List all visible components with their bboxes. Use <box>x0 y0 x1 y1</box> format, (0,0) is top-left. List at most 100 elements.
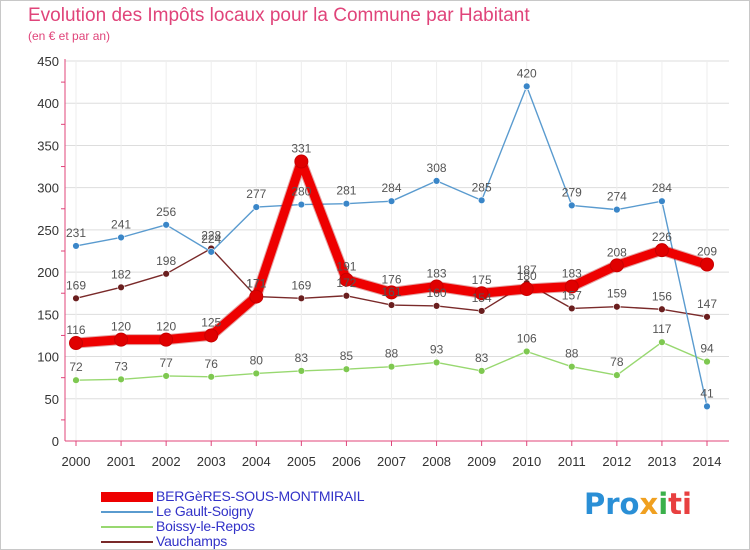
data-point <box>387 197 396 205</box>
data-label: 161 <box>381 285 401 299</box>
x-tick-label: 2011 <box>558 454 586 469</box>
data-label: 191 <box>336 260 356 274</box>
data-label: 76 <box>205 357 219 371</box>
y-tick-label: 250 <box>37 223 59 238</box>
x-tick-label: 2014 <box>693 454 722 469</box>
data-label: 280 <box>291 185 311 199</box>
data-point <box>477 196 486 205</box>
data-label: 169 <box>291 278 311 292</box>
x-tick-label: 2010 <box>512 454 541 469</box>
data-point <box>700 257 714 272</box>
data-point <box>703 313 711 321</box>
data-point <box>432 302 441 310</box>
data-point <box>249 289 264 304</box>
data-label: 175 <box>472 273 492 287</box>
data-point <box>703 357 711 366</box>
data-label: 284 <box>381 181 401 195</box>
data-label: 308 <box>427 161 447 175</box>
y-tick-label: 100 <box>37 350 59 365</box>
data-label: 77 <box>159 356 173 370</box>
data-label: 94 <box>700 342 714 356</box>
data-label: 156 <box>652 289 672 303</box>
data-point <box>162 372 170 380</box>
data-point <box>564 279 579 294</box>
data-label: 117 <box>652 322 671 336</box>
data-point <box>613 371 621 379</box>
data-label: 226 <box>652 230 672 244</box>
y-tick-label: 0 <box>52 434 59 449</box>
logo-part-ti: ti <box>668 487 692 521</box>
data-point <box>658 338 666 346</box>
data-point <box>342 365 351 373</box>
data-label: 80 <box>250 353 264 367</box>
data-label: 106 <box>517 331 537 345</box>
data-label: 159 <box>607 287 627 301</box>
data-label: 281 <box>336 184 356 198</box>
data-point <box>568 362 576 371</box>
data-point <box>658 305 666 313</box>
data-point <box>613 303 621 311</box>
data-point <box>613 205 621 214</box>
data-label: 93 <box>430 342 444 356</box>
data-label: 241 <box>111 217 131 231</box>
data-point <box>342 200 351 208</box>
data-point <box>339 272 354 287</box>
data-point <box>117 375 125 384</box>
data-point <box>568 304 576 313</box>
data-label: 183 <box>427 266 447 280</box>
data-point <box>658 197 666 205</box>
data-point <box>72 242 80 250</box>
data-point <box>384 285 399 300</box>
y-tick-label: 400 <box>37 96 59 111</box>
data-point <box>117 283 125 292</box>
data-label: 88 <box>385 347 399 361</box>
legend-label-gault-soigny: Le Gault-Soigny <box>156 503 254 519</box>
data-label: 198 <box>156 254 176 268</box>
data-point <box>387 301 396 309</box>
data-label: 274 <box>607 190 627 204</box>
data-point <box>477 307 486 315</box>
data-point <box>294 154 309 169</box>
data-label: 256 <box>156 205 176 219</box>
data-label: 154 <box>472 291 492 305</box>
legend-label-bergeres: BERGèRES-SOUS-MONTMIRAIL <box>156 488 365 504</box>
y-tick-label: 450 <box>37 54 59 69</box>
data-point <box>609 258 624 273</box>
data-point <box>114 332 129 347</box>
legend-swatch-gault-soigny <box>101 511 153 513</box>
data-label: 279 <box>562 185 582 199</box>
data-point <box>568 201 576 210</box>
x-tick-label: 2012 <box>602 454 631 469</box>
data-label: 78 <box>610 355 624 369</box>
x-tick-label: 2005 <box>287 454 316 469</box>
data-label: 83 <box>475 351 489 365</box>
logo-part-pro: Pro <box>584 487 640 521</box>
legend-swatch-boissy <box>101 526 153 528</box>
data-label: 116 <box>66 323 85 337</box>
legend-label-boissy: Boissy-le-Repos <box>156 518 255 534</box>
data-point <box>297 200 306 209</box>
data-label: 183 <box>562 266 582 280</box>
data-label: 180 <box>517 269 537 283</box>
data-point <box>252 203 260 211</box>
data-label: 172 <box>336 276 356 290</box>
data-label: 73 <box>114 359 128 373</box>
data-label: 331 <box>291 141 311 155</box>
data-point <box>72 376 80 384</box>
data-point <box>162 221 170 229</box>
data-point <box>523 82 531 91</box>
data-label: 182 <box>111 267 131 281</box>
data-point <box>477 367 486 375</box>
data-label: 147 <box>697 297 717 311</box>
data-point <box>297 294 306 302</box>
data-point <box>654 243 669 258</box>
logo-part-i: i <box>658 487 669 521</box>
data-point <box>523 347 531 356</box>
data-label: 277 <box>246 187 266 201</box>
logo-part-x: x <box>639 487 659 521</box>
data-label: 285 <box>472 180 492 194</box>
data-label: 187 <box>517 263 537 277</box>
data-label: 284 <box>652 181 672 195</box>
data-point <box>432 177 441 185</box>
